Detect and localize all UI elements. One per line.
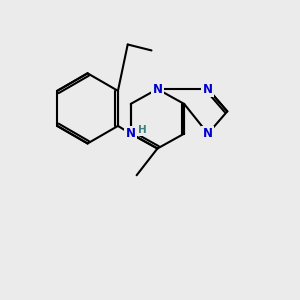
Text: N: N xyxy=(152,82,162,96)
Text: N: N xyxy=(203,127,213,140)
Text: N: N xyxy=(203,82,213,96)
Text: N: N xyxy=(126,127,136,140)
Text: N: N xyxy=(126,127,136,140)
Text: H: H xyxy=(138,125,146,135)
